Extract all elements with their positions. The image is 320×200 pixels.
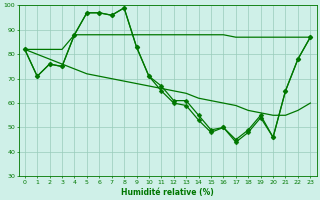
X-axis label: Humidité relative (%): Humidité relative (%) [121, 188, 214, 197]
